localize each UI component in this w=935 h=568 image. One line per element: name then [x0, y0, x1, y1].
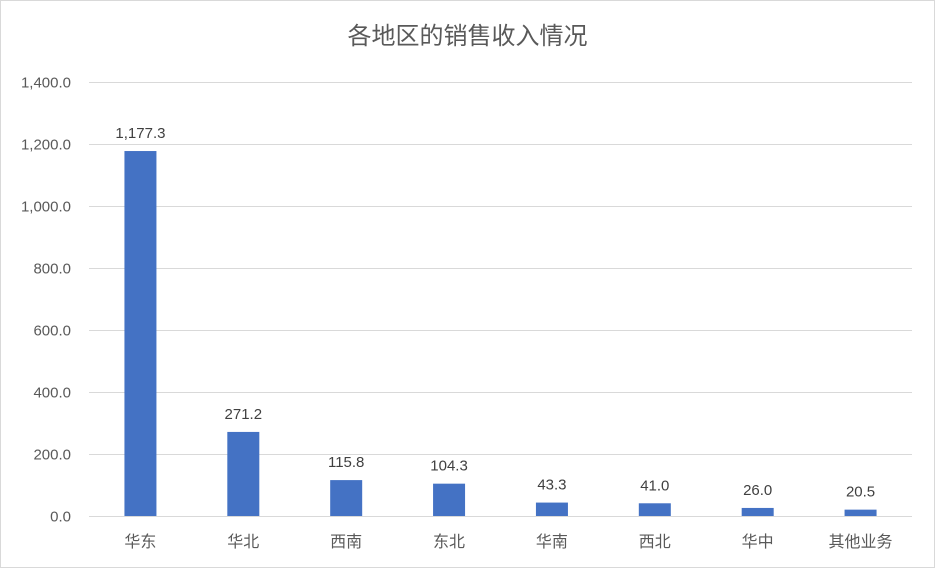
- y-tick-label: 800.0: [33, 261, 71, 278]
- bar: [638, 503, 671, 516]
- bar: [330, 480, 363, 516]
- bar: [535, 502, 568, 516]
- y-tick-label: 1,000.0: [21, 199, 71, 216]
- data-label: 26.0: [743, 482, 772, 499]
- y-axis-tick-labels: 0.0 200.0 400.0 600.0 800.0 1,000.0 1,200.0 1,4…: [21, 75, 71, 526]
- category-label: 西北: [639, 532, 671, 551]
- bar: [433, 483, 466, 516]
- data-label: 271.2: [225, 406, 263, 423]
- bar: [844, 509, 877, 516]
- category-label: 华北: [227, 532, 259, 551]
- category-label: 华南: [536, 532, 568, 551]
- data-label: 43.3: [537, 477, 566, 494]
- x-axis-category-labels: 华东 华北 西南 东北 华南 西北 华中 其他业务: [124, 532, 892, 551]
- data-labels: 1,177.3 271.2 115.8 104.3 43.3 41.0 26.0 20.5: [115, 125, 875, 501]
- y-tick-label: 600.0: [33, 323, 71, 340]
- category-label: 华中: [742, 532, 774, 551]
- category-label: 华东: [124, 532, 156, 551]
- chart-title: 各地区的销售收入情况: [347, 22, 588, 50]
- bar: [741, 507, 774, 516]
- y-tick-label: 400.0: [33, 385, 71, 402]
- category-label: 东北: [433, 532, 465, 551]
- y-tick-label: 0.0: [50, 509, 71, 526]
- bar: [124, 151, 157, 517]
- data-label: 20.5: [846, 484, 875, 501]
- y-tick-label: 200.0: [33, 447, 71, 464]
- data-label: 115.8: [328, 454, 364, 471]
- data-label: 104.3: [430, 458, 468, 475]
- data-label: 41.0: [640, 477, 669, 494]
- category-label: 其他业务: [829, 532, 893, 551]
- data-label: 1,177.3: [115, 125, 165, 142]
- gridlines: [89, 82, 912, 517]
- bars: [124, 151, 877, 517]
- y-tick-label: 1,200.0: [21, 137, 71, 154]
- bar: [227, 431, 260, 516]
- y-tick-label: 1,400.0: [21, 75, 71, 92]
- category-label: 西南: [330, 532, 362, 551]
